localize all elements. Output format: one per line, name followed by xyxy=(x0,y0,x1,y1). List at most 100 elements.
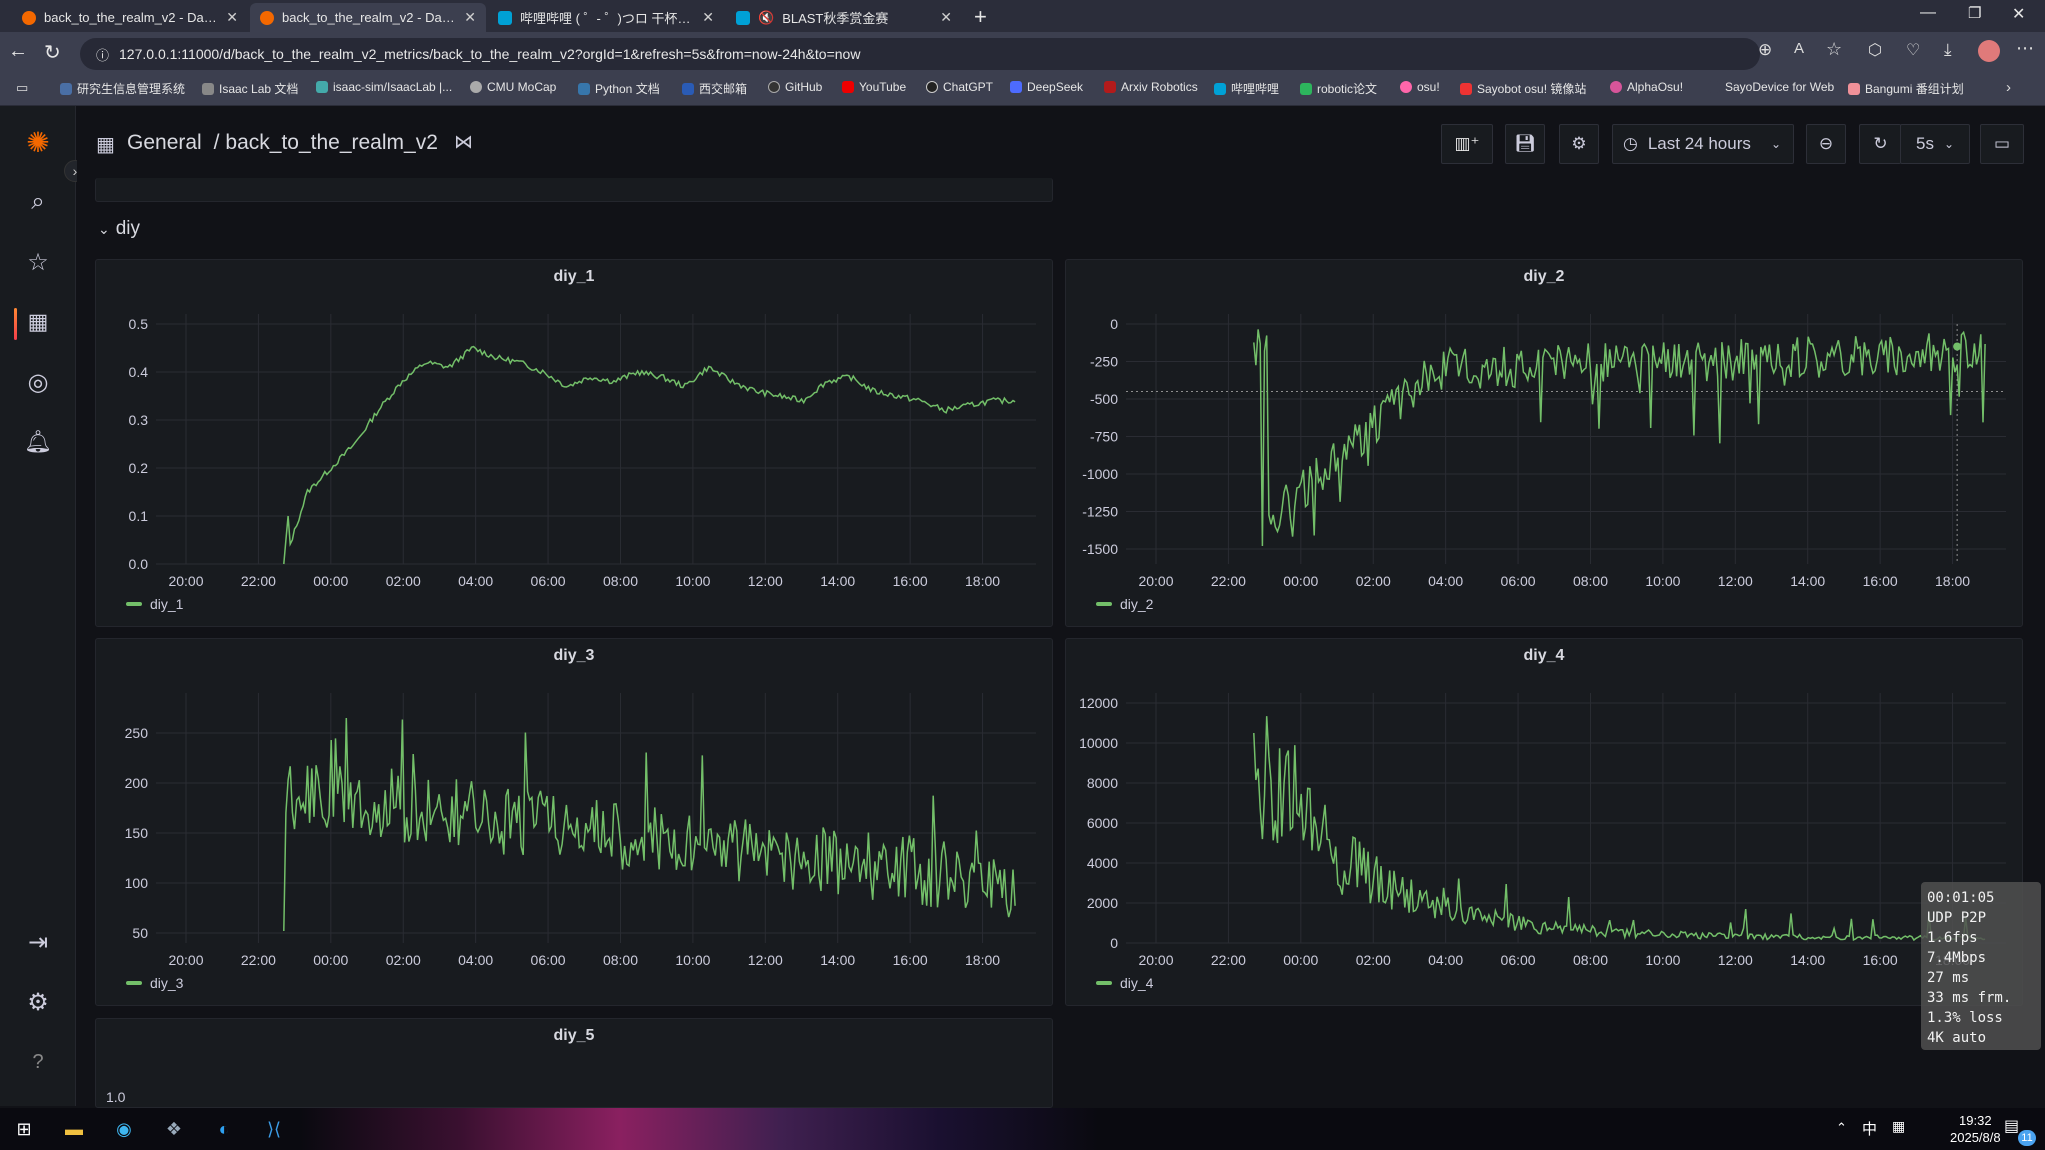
close-icon[interactable]: ✕ xyxy=(464,9,476,25)
dashboard-settings-button[interactable]: ⚙ xyxy=(1559,124,1599,164)
bookmark-item[interactable]: DeepSeek xyxy=(1010,80,1083,94)
new-tab-icon[interactable]: + xyxy=(974,4,987,29)
legend-item[interactable]: diy_1 xyxy=(126,596,183,612)
close-icon[interactable]: ✕ xyxy=(702,9,714,25)
more-menu-icon[interactable]: ⋯ xyxy=(2016,38,2034,58)
windows-start-icon[interactable]: ⊞ xyxy=(16,1118,32,1139)
series-line[interactable] xyxy=(283,717,1016,932)
bookmark-item[interactable]: CMU MoCap xyxy=(470,80,556,94)
panel-diy-2[interactable]: diy_2 0 -250 -500 -750 -1000 -1250 -1500 20:00 2… xyxy=(1065,259,2023,627)
address-bar[interactable]: ⓘ 127.0.0.1:11000/d/back_to_the_realm_v2… xyxy=(80,38,1760,70)
dashboard-title[interactable]: back_to_the_realm_v2 xyxy=(225,131,438,154)
clock-icon: ◷ xyxy=(1623,134,1638,153)
sign-in-icon[interactable]: ⇥ xyxy=(27,928,49,956)
save-dashboard-button[interactable]: 💾︎ xyxy=(1505,124,1545,164)
panel-diy-1[interactable]: diy_1 0.0 0.1 0.2 0.3 0.4 0.5 20:00 22:00 00:00 0… xyxy=(95,259,1053,627)
favorites-icon[interactable]: ♡ xyxy=(1906,42,1921,59)
bookmark-item[interactable]: 西交邮箱 xyxy=(682,80,747,97)
search-icon[interactable]: ⌕ xyxy=(31,188,45,215)
breadcrumb-folder[interactable]: General xyxy=(127,131,202,154)
y-tick-label: 8000 xyxy=(1087,775,1118,791)
bookmark-item[interactable]: Python 文档 xyxy=(578,80,660,97)
ime-mode-icon[interactable]: ▦ xyxy=(1892,1118,1906,1134)
bookmark-item[interactable]: robotic论文 xyxy=(1300,80,1377,97)
bookmark-item[interactable]: AlphaOsu! xyxy=(1610,80,1683,94)
row-header[interactable]: ⌄ diy xyxy=(98,218,140,240)
series-line[interactable] xyxy=(1253,716,1986,942)
info-icon[interactable]: ⓘ xyxy=(96,47,110,63)
back-icon[interactable]: ← xyxy=(8,40,28,62)
bookmark-item[interactable]: Arxiv Robotics xyxy=(1104,80,1198,94)
series-line[interactable] xyxy=(283,345,1016,565)
tv-mode-button[interactable]: ▭ xyxy=(1980,124,2024,164)
bookmark-item[interactable]: osu! xyxy=(1400,80,1440,94)
starred-icon[interactable]: ☆ xyxy=(27,248,49,276)
close-icon[interactable]: ✕ xyxy=(226,9,238,25)
refresh-button[interactable]: ↻ xyxy=(1859,124,1901,164)
close-window-icon[interactable]: ✕ xyxy=(2012,6,2026,23)
browser-tab-bar: back_to_the_realm_v2 - Dashboard ✕ back_… xyxy=(0,0,2045,32)
download-icon[interactable]: ⤓ xyxy=(1944,40,1952,59)
panel-diy-3[interactable]: diy_3 250 200 150 100 50 20:00 22:00 00:00 02:00… xyxy=(95,638,1053,1006)
legend-item[interactable]: diy_4 xyxy=(1096,975,1153,991)
bookmark-item[interactable]: GitHub xyxy=(768,80,822,94)
bookmark-item[interactable]: Bangumi 番组计划 xyxy=(1848,80,1964,97)
zoom-out-button[interactable]: ⊖ xyxy=(1806,124,1846,164)
file-explorer-icon[interactable]: ▬ xyxy=(65,1118,83,1139)
stream-stats-overlay: 00:01:05 UDP P2P 1.6fps 7.4Mbps 27 ms 33… xyxy=(1921,882,2041,1050)
x-tick-label: 06:00 xyxy=(1501,952,1536,968)
panel-diy-4[interactable]: diy_4 12000 10000 8000 6000 4000 2000 0 20:00 22… xyxy=(1065,638,2023,1006)
y-tick-label: 4000 xyxy=(1087,855,1118,871)
minimize-icon[interactable]: — xyxy=(1920,4,1936,21)
app-icon[interactable]: ◐ xyxy=(218,1118,230,1139)
browser-tab[interactable]: 🔇 BLAST秋季赏金赛 ✕ xyxy=(726,3,962,32)
panel-above-cropped xyxy=(95,178,1053,202)
time-picker-button[interactable]: ◷ Last 24 hours ⌄ xyxy=(1612,124,1794,164)
bookmark-item[interactable]: Isaac Lab 文档 xyxy=(202,80,298,97)
browser-tab-active[interactable]: back_to_the_realm_v2 - Dashboard ✕ xyxy=(250,3,486,32)
bookmark-item[interactable]: isaac-sim/IsaacLab |... xyxy=(316,80,452,94)
overlay-line: 00:01:05 xyxy=(1927,890,1995,906)
browser-tab[interactable]: back_to_the_realm_v2 - Dashboard ✕ xyxy=(12,3,248,32)
share-icon[interactable]: ⋈ xyxy=(454,132,473,153)
edge-browser-icon[interactable]: ◉ xyxy=(116,1118,132,1139)
alerting-bell-icon[interactable]: 🔔︎ xyxy=(24,429,52,454)
refresh-interval-picker[interactable]: 5s ⌄ xyxy=(1900,124,1970,164)
favorite-star-icon[interactable]: ☆ xyxy=(1826,39,1843,59)
tab-title: back_to_the_realm_v2 - Dashboard xyxy=(282,10,458,25)
panel-diy-5[interactable]: diy_5 1.0 xyxy=(95,1018,1053,1108)
close-icon[interactable]: ✕ xyxy=(940,9,952,25)
reload-icon[interactable]: ↻ xyxy=(44,42,61,64)
legend-item[interactable]: diy_3 xyxy=(126,975,183,991)
vscode-icon[interactable]: ⟩⟨ xyxy=(266,1118,282,1139)
bookmark-item[interactable]: 研究生信息管理系统 xyxy=(60,80,185,97)
zoom-icon[interactable]: ⊕ xyxy=(1758,40,1773,59)
app-icon[interactable]: ❖ xyxy=(165,1118,183,1139)
speaker-muted-icon[interactable]: 🔇 xyxy=(758,9,775,25)
tray-chevron-up-icon[interactable]: ⌃ xyxy=(1836,1120,1847,1135)
legend-item[interactable]: diy_2 xyxy=(1096,596,1153,612)
notification-icon[interactable]: ▤ xyxy=(2004,1118,2020,1135)
bookmark-item[interactable]: ChatGPT xyxy=(926,80,993,94)
ime-indicator[interactable]: 中 xyxy=(1862,1121,1878,1138)
browser-tab[interactable]: 哔哩哔哩 ( ゜- ゜)つロ 干杯~-bilibili ✕ xyxy=(488,3,724,32)
extensions-icon[interactable]: ⬡ xyxy=(1868,42,1882,59)
reading-mode-icon[interactable]: ▭ xyxy=(16,80,29,95)
bookmark-item[interactable]: Sayobot osu! 镜像站 xyxy=(1460,80,1586,97)
x-tick-label: 18:00 xyxy=(1935,573,1970,589)
explore-icon[interactable]: ◎ xyxy=(27,368,49,396)
help-icon[interactable]: ? xyxy=(32,1050,44,1073)
bookmark-item[interactable]: 哔哩哔哩 xyxy=(1214,80,1279,97)
grafana-logo-icon[interactable]: ✺ xyxy=(26,126,50,158)
read-aloud-icon[interactable]: A xyxy=(1794,40,1805,57)
profile-avatar[interactable] xyxy=(1978,40,2000,62)
bookmark-item[interactable]: YouTube xyxy=(842,80,906,94)
bookmark-item[interactable]: SayoDevice for Web xyxy=(1708,80,1834,94)
dashboards-icon[interactable]: ▦ xyxy=(27,309,49,334)
chevron-right-icon[interactable]: › xyxy=(2006,79,2011,96)
series-line[interactable] xyxy=(1253,329,1986,547)
restore-icon[interactable]: ❐ xyxy=(1968,5,1982,22)
add-panel-button[interactable]: ▥⁺ xyxy=(1441,124,1493,164)
taskbar-clock[interactable]: 19:32 2025/8/8 xyxy=(1950,1113,2001,1145)
settings-gear-icon[interactable]: ⚙ xyxy=(27,988,49,1016)
